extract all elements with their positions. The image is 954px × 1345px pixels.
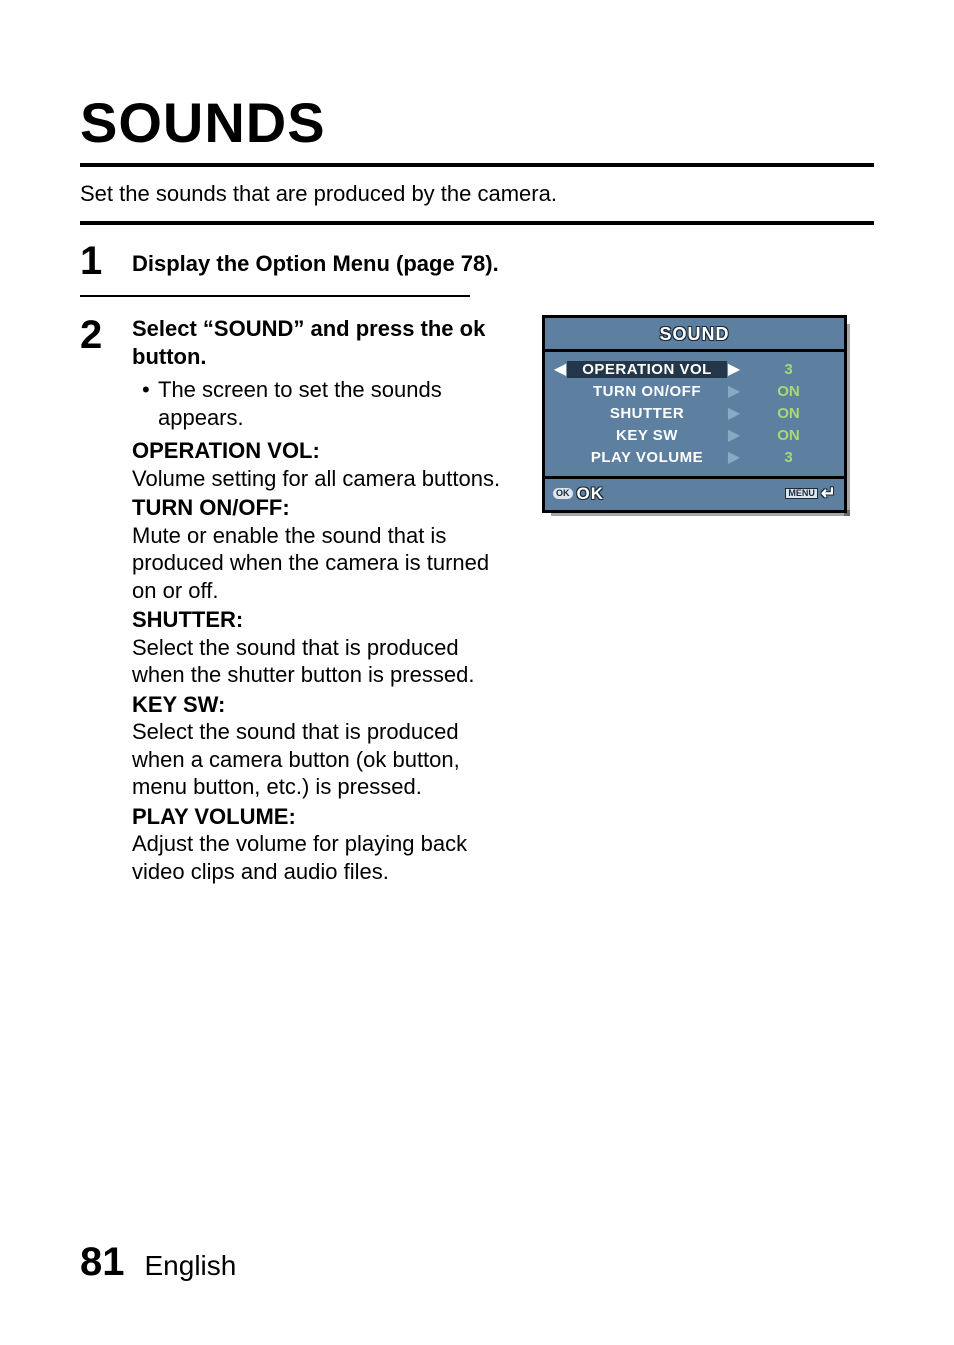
menu-row: ◀ OPERATION VOL ▶ 3 — [553, 358, 836, 380]
ok-indicator: OK OK — [553, 484, 604, 504]
triangle-right-icon: ▶ — [727, 359, 741, 379]
screen-title: SOUND — [659, 324, 729, 344]
step-2-bullet-text: The screen to set the sounds appears. — [158, 376, 502, 431]
menu-value: ON — [741, 427, 836, 444]
menu-label: TURN ON/OFF — [567, 383, 727, 400]
manual-page: SOUNDS Set the sounds that are produced … — [0, 0, 954, 1345]
def-title: PLAY VOLUME: — [132, 803, 502, 831]
def-body: Adjust the volume for playing back video… — [132, 830, 502, 885]
triangle-right-icon: ▶ — [727, 447, 741, 467]
menu-label: KEY SW — [567, 427, 727, 444]
shadow-bottom — [551, 510, 850, 516]
step-1: 1 Display the Option Menu (page 78). — [80, 241, 874, 281]
menu-label: OPERATION VOL — [567, 361, 727, 378]
ok-pill-icon: OK — [553, 488, 573, 499]
shadow-right — [844, 324, 850, 516]
title-rule — [80, 163, 874, 167]
menu-label: PLAY VOLUME — [567, 449, 727, 466]
triangle-right-icon: ▶ — [727, 403, 741, 423]
menu-row: KEY SW ▶ ON — [553, 424, 836, 446]
screen-menu: ◀ OPERATION VOL ▶ 3 TURN ON/OFF ▶ ON SHU… — [545, 349, 844, 479]
menu-value: ON — [741, 383, 836, 400]
def-body: Select the sound that is produced when t… — [132, 634, 502, 689]
section-rule — [80, 221, 874, 225]
menu-value: ON — [741, 405, 836, 422]
triangle-right-icon: ▶ — [727, 425, 741, 445]
def-body: Mute or enable the sound that is produce… — [132, 522, 502, 605]
bullet-dot: • — [142, 376, 148, 431]
definitions-list: OPERATION VOL: Volume setting for all ca… — [132, 437, 502, 885]
def-title: OPERATION VOL: — [132, 437, 502, 465]
triangle-left-icon: ◀ — [553, 359, 567, 379]
step-2: 2 Select “SOUND” and press the ok button… — [80, 315, 874, 885]
page-title: SOUNDS — [80, 90, 874, 155]
menu-pill-icon: MENU — [785, 488, 818, 500]
step-2-body: Select “SOUND” and press the ok button. … — [132, 315, 502, 885]
page-number: 81 — [80, 1240, 125, 1285]
intro-text: Set the sounds that are produced by the … — [80, 181, 874, 207]
menu-label: SHUTTER — [567, 405, 727, 422]
menu-value: 3 — [741, 449, 836, 466]
step-1-number: 1 — [80, 241, 110, 281]
def-body: Select the sound that is produced when a… — [132, 718, 502, 801]
step-2-text-column: 2 Select “SOUND” and press the ok button… — [80, 315, 502, 885]
def-body: Volume setting for all camera buttons. — [132, 465, 502, 493]
menu-row: PLAY VOLUME ▶ 3 — [553, 446, 836, 468]
def-title: SHUTTER: — [132, 606, 502, 634]
triangle-right-icon: ▶ — [727, 381, 741, 401]
return-arrow-icon: ↵ — [821, 483, 836, 504]
camera-screen: SOUND ◀ OPERATION VOL ▶ 3 TURN ON/OFF ▶ … — [542, 315, 847, 513]
def-title: KEY SW: — [132, 691, 502, 719]
language-label: English — [145, 1250, 237, 1282]
menu-value: 3 — [741, 361, 836, 378]
page-footer: 81 English — [80, 1240, 236, 1285]
step-2-bullet: • The screen to set the sounds appears. — [142, 376, 502, 431]
mid-rule — [80, 295, 470, 297]
screen-footer: OK OK MENU ↵ — [545, 479, 844, 510]
step-1-text: Display the Option Menu (page 78). — [132, 251, 499, 277]
menu-row: SHUTTER ▶ ON — [553, 402, 836, 424]
step-2-number: 2 — [80, 315, 110, 885]
camera-screen-figure: SOUND ◀ OPERATION VOL ▶ 3 TURN ON/OFF ▶ … — [542, 315, 847, 513]
def-title: TURN ON/OFF: — [132, 494, 502, 522]
menu-back-indicator: MENU ↵ — [785, 483, 836, 504]
step-2-heading: Select “SOUND” and press the ok button. — [132, 315, 502, 370]
menu-row: TURN ON/OFF ▶ ON — [553, 380, 836, 402]
screen-title-bar: SOUND — [545, 318, 844, 349]
ok-label: OK — [577, 484, 605, 504]
